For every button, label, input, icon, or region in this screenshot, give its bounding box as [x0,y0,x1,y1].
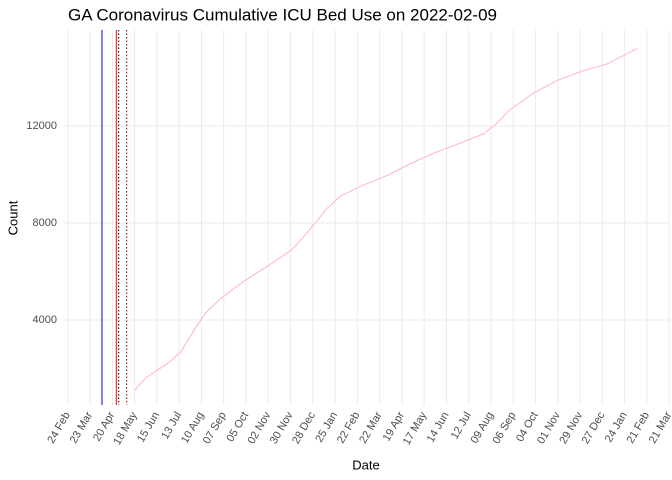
x-tick-label: 14 Jun [425,410,452,445]
y-tick-label: 8000 [33,217,57,229]
x-tick-label: 22 Mar [357,410,385,446]
data-line [134,47,638,391]
x-tick-label: 27 Dec [580,410,608,447]
x-tick-label: 28 Dec [290,410,318,447]
x-tick-label: 15 Jun [135,410,162,445]
y-tick-label: 12000 [26,120,57,132]
chart-title: GA Coronavirus Cumulative ICU Bed Use on… [68,5,497,24]
y-axis-title: Count [5,200,20,235]
x-axis-title: Date [352,457,379,472]
y-tick-label: 4000 [33,314,57,326]
x-tick-label: 23 Mar [68,410,96,446]
x-tick-label: 21 Mar [647,410,672,446]
